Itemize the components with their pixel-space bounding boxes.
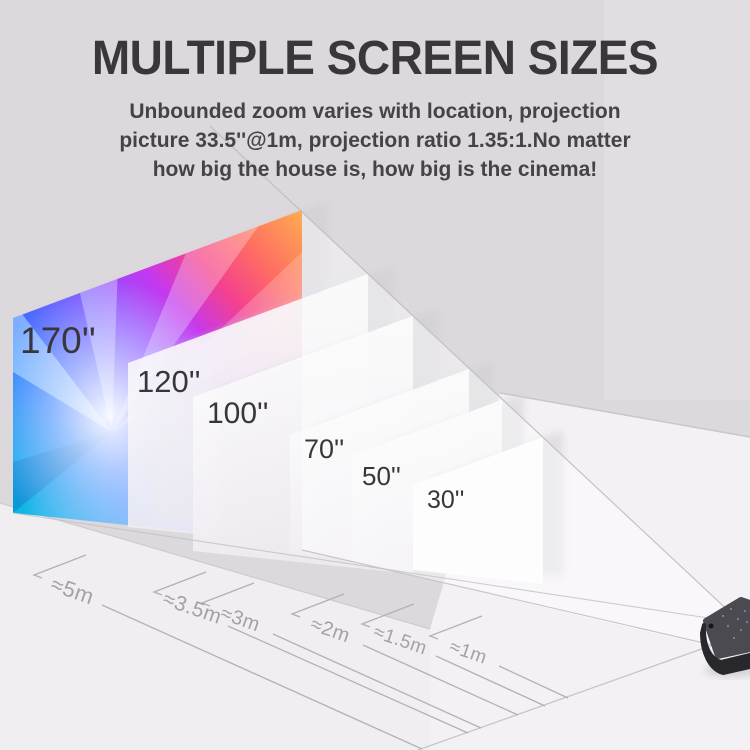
distance-line xyxy=(272,633,482,729)
distance-tick xyxy=(290,593,345,618)
distance-marker-1-5m xyxy=(360,603,546,707)
projector-device xyxy=(700,597,750,677)
projection-beam xyxy=(302,212,734,652)
screen-size-label-70: 70'' xyxy=(304,434,344,464)
distance-tick xyxy=(152,571,207,596)
floor-wall-edge-left xyxy=(0,502,431,630)
distance-marker-3-5m xyxy=(152,571,469,734)
floor-left xyxy=(0,503,430,750)
distance-line xyxy=(101,604,423,750)
beam-ray-baseline xyxy=(417,635,739,750)
projector-lens xyxy=(708,623,714,629)
beam-edge-bottom xyxy=(301,549,735,651)
floor-wall-edge-right xyxy=(499,392,750,438)
beam-edge-top xyxy=(209,125,734,616)
distance-marker-2m xyxy=(290,593,519,716)
screen-30-inch xyxy=(413,437,543,584)
distance-line xyxy=(362,644,519,716)
screen-size-label-120: 120'' xyxy=(137,364,201,399)
screen-size-label-100: 100'' xyxy=(207,397,269,430)
screen-size-label-170: 170'' xyxy=(20,320,96,361)
projector-top-face xyxy=(703,597,750,659)
distance-line xyxy=(227,625,469,734)
distance-marker-1m xyxy=(428,615,569,699)
beam-ray-screen-feet xyxy=(12,512,736,623)
distance-tick xyxy=(428,615,483,640)
projector-front-face xyxy=(700,623,750,675)
projector-speckles xyxy=(722,608,748,639)
screen-size-label-30: 30'' xyxy=(427,486,464,514)
distance-tick xyxy=(200,582,255,607)
wall-right-band xyxy=(604,0,750,400)
distance-line xyxy=(498,665,569,699)
distance-marks xyxy=(32,554,569,750)
distance-marker-3m xyxy=(200,582,482,729)
distance-tick xyxy=(360,603,415,628)
distance-line xyxy=(435,655,546,707)
distance-tick xyxy=(32,554,87,579)
distance-marker-5m xyxy=(32,554,423,750)
screen-size-label-50: 50'' xyxy=(362,461,401,491)
